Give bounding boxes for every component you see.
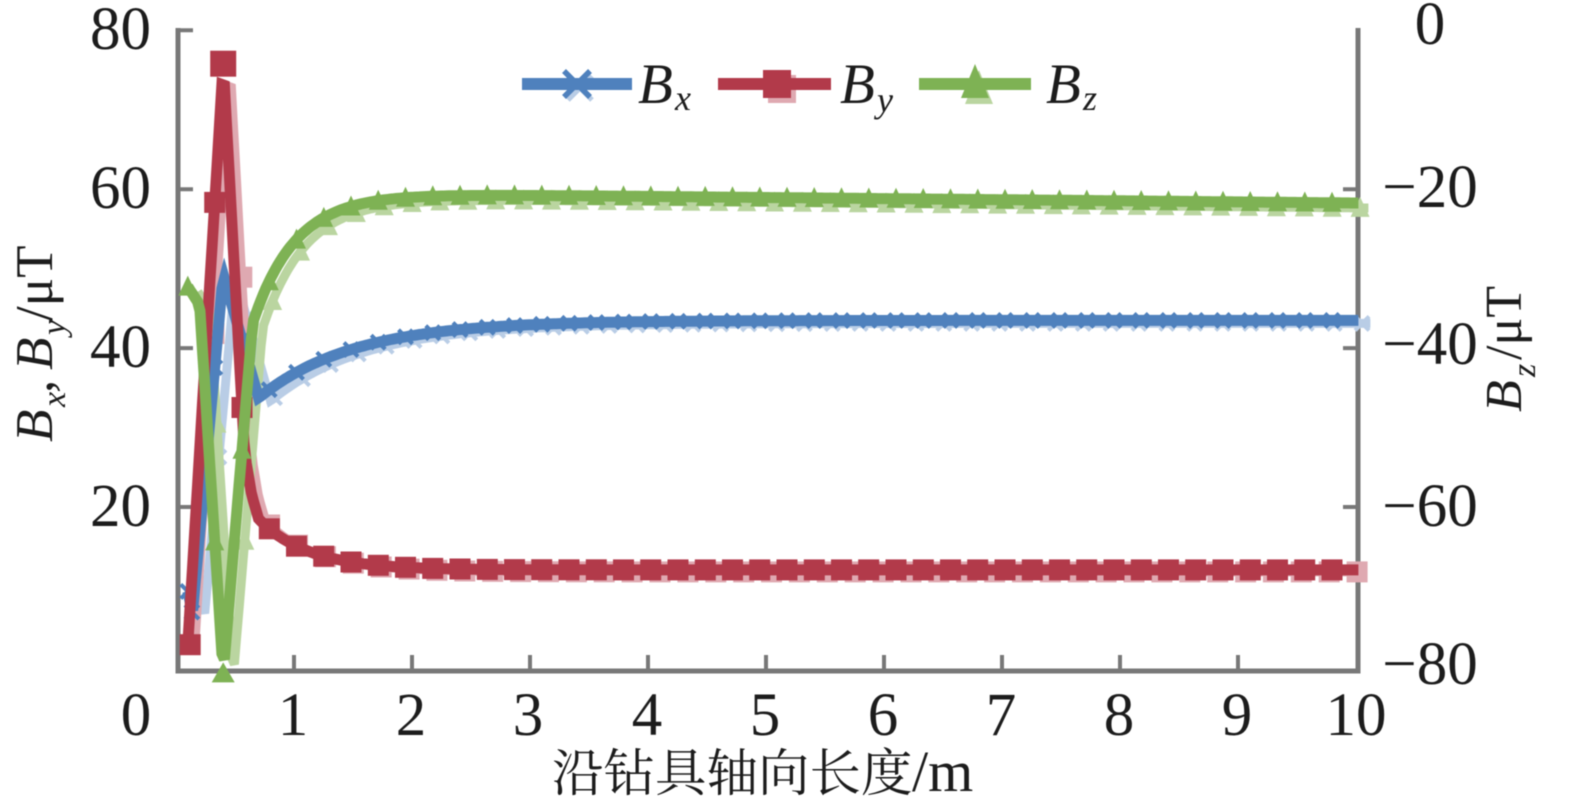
svg-text:B: B: [1476, 380, 1533, 412]
svg-text:7: 7: [986, 682, 1017, 749]
svg-text:1: 1: [278, 682, 309, 749]
svg-text:6: 6: [868, 682, 899, 749]
svg-text:20: 20: [90, 473, 151, 540]
svg-text:9: 9: [1222, 682, 1253, 749]
svg-text:/m: /m: [912, 739, 973, 804]
svg-text:−20: −20: [1382, 154, 1477, 221]
svg-text:0: 0: [121, 682, 152, 749]
svg-text:x: x: [36, 392, 73, 408]
svg-text:−80: −80: [1382, 631, 1477, 698]
svg-text:10: 10: [1326, 682, 1387, 749]
svg-text:y: y: [874, 80, 893, 120]
svg-text:2: 2: [396, 682, 427, 749]
svg-text:80: 80: [90, 0, 151, 63]
svg-text:4: 4: [632, 682, 663, 749]
svg-text:x: x: [674, 78, 691, 118]
svg-text:B: B: [1046, 53, 1081, 116]
svg-text:40: 40: [90, 314, 151, 381]
svg-text:y: y: [36, 319, 73, 338]
svg-text:/μT: /μT: [1476, 286, 1533, 360]
svg-text:3: 3: [513, 682, 544, 749]
svg-text:60: 60: [90, 155, 151, 222]
svg-text:z: z: [1506, 364, 1543, 378]
svg-text:0: 0: [1415, 0, 1446, 58]
svg-text:8: 8: [1104, 682, 1135, 749]
svg-text:/μT: /μT: [6, 245, 64, 321]
svg-text:B: B: [6, 410, 64, 442]
svg-text:5: 5: [750, 682, 781, 749]
svg-text:z: z: [1082, 78, 1097, 118]
svg-text:B: B: [6, 338, 64, 370]
svg-text:B: B: [638, 53, 673, 116]
svg-text:−60: −60: [1382, 473, 1477, 540]
svg-text:−40: −40: [1382, 311, 1477, 378]
svg-text:B: B: [840, 53, 875, 116]
svg-text:,: ,: [6, 380, 64, 393]
